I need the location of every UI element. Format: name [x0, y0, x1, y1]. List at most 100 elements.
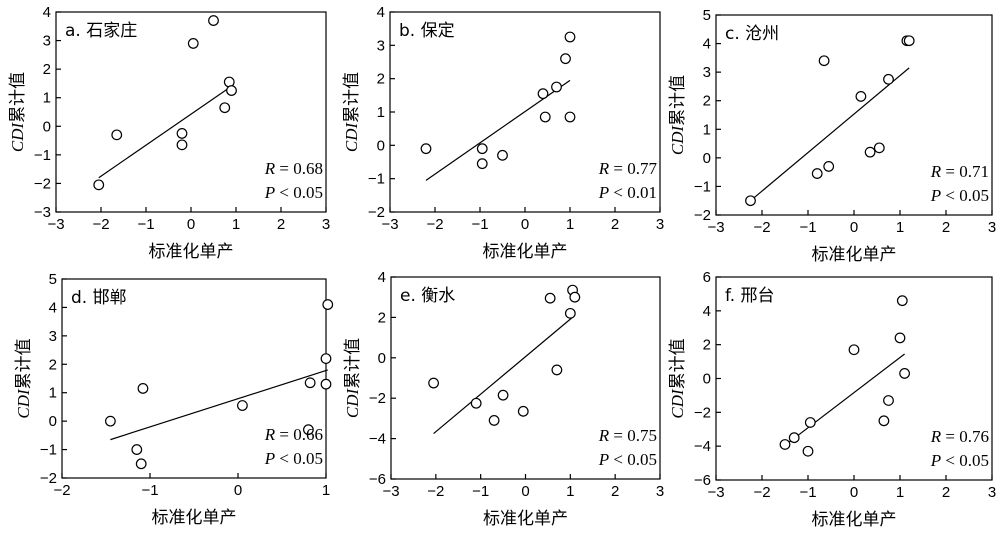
y-tick-label: 1: [43, 90, 51, 107]
y-tick-label: 4: [49, 299, 57, 316]
r-value: R = 0.76: [930, 427, 989, 446]
data-point: [873, 142, 885, 154]
x-tick-label: 0: [850, 484, 858, 501]
x-axis-title: 标准化单产: [483, 242, 568, 262]
x-tick-label: 0: [187, 216, 195, 233]
data-point: [176, 139, 188, 151]
data-point: [208, 15, 219, 26]
panel-title: b. 保定: [399, 21, 455, 41]
data-point: [539, 111, 551, 123]
data-point: [236, 400, 248, 411]
x-tick-label: 0: [521, 216, 529, 233]
y-axis-title-rest: 累计值: [14, 338, 34, 389]
data-point: [93, 179, 105, 191]
y-tick-label: 0: [49, 413, 57, 430]
r-value: R = 0.68: [264, 159, 323, 178]
x-tick-label: 2: [942, 219, 950, 236]
y-axis-title: CDI累计值: [342, 72, 362, 152]
p-number: < 0.05: [941, 186, 989, 205]
regression-line: [784, 353, 905, 446]
regression-line: [425, 79, 571, 181]
p-value: P < 0.05: [930, 186, 989, 205]
p-symbol: P: [930, 451, 941, 470]
data-point: [899, 368, 910, 379]
panel-title: d. 邯郸: [71, 288, 127, 308]
data-point: [551, 81, 562, 93]
data-point: [802, 445, 814, 457]
x-tick-label: 1: [566, 216, 574, 233]
x-tick-label: 0: [850, 219, 858, 236]
data-point: [497, 149, 508, 161]
y-tick-label: 2: [377, 71, 385, 88]
r-value: R = 0.66: [264, 425, 323, 444]
p-number: < 0.05: [275, 449, 323, 468]
data-point: [779, 439, 791, 450]
x-tick-label: −2: [92, 216, 109, 233]
data-point: [788, 432, 800, 444]
y-axis-title: CDI累计值: [668, 338, 688, 418]
x-tick-label: −1: [141, 482, 158, 499]
x-tick-label: 3: [656, 483, 664, 500]
y-tick-label: −2: [694, 207, 711, 224]
y-axis-title: CDI累计值: [8, 72, 28, 152]
r-number: = 0.75: [609, 426, 657, 445]
x-axis-title: 标准化单产: [812, 510, 897, 530]
data-point: [564, 111, 576, 123]
x-tick-label: −3: [382, 483, 399, 500]
x-tick-label: 1: [322, 482, 330, 499]
r-symbol: R: [264, 159, 276, 178]
r-number: = 0.77: [609, 159, 657, 178]
r-value: R = 0.75: [598, 426, 657, 445]
data-point: [476, 158, 488, 170]
data-point: [470, 397, 482, 409]
y-axis-title-italic: CDI: [668, 125, 687, 156]
y-tick-label: −4: [369, 431, 386, 448]
y-tick-label: −4: [694, 438, 711, 455]
y-tick-label: −2: [34, 175, 51, 192]
y-tick-label: 5: [49, 271, 57, 288]
data-point: [883, 395, 894, 406]
y-axis-title-rest: 累计值: [668, 338, 688, 389]
x-tick-label: 3: [322, 216, 330, 233]
data-point: [878, 415, 890, 427]
panel-title: c. 沧州: [725, 24, 779, 44]
data-point: [104, 415, 116, 427]
y-tick-label: 0: [703, 371, 711, 388]
y-axis-title-italic: CDI: [343, 388, 362, 419]
data-point: [804, 417, 816, 428]
y-tick-label: −2: [40, 470, 57, 487]
p-value: P < 0.05: [598, 450, 657, 469]
plot-frame: [715, 14, 993, 216]
p-number: < 0.05: [275, 183, 323, 202]
data-point: [428, 377, 439, 389]
y-axis-title: CDI累计值: [14, 338, 34, 418]
data-point: [497, 389, 509, 401]
r-value: R = 0.71: [930, 162, 989, 181]
data-point: [304, 377, 316, 389]
r-number: = 0.76: [941, 427, 989, 446]
regression-line: [110, 369, 328, 441]
data-point: [848, 344, 860, 356]
p-number: < 0.01: [609, 183, 657, 202]
data-point: [137, 383, 149, 394]
data-point: [811, 168, 823, 179]
x-tick-label: −2: [426, 216, 443, 233]
r-number: = 0.66: [275, 425, 323, 444]
x-tick-label: −1: [471, 216, 488, 233]
x-tick-label: −2: [427, 483, 444, 500]
p-number: < 0.05: [941, 451, 989, 470]
x-tick-label: −3: [47, 216, 64, 233]
y-tick-label: −3: [34, 204, 51, 221]
y-axis-title-rest: 累计值: [8, 72, 28, 123]
p-symbol: P: [598, 450, 609, 469]
r-symbol: R: [930, 162, 942, 181]
p-value: P < 0.05: [264, 449, 323, 468]
x-tick-label: 1: [566, 483, 574, 500]
panel-title: f. 邢台: [725, 286, 775, 306]
data-point: [537, 88, 549, 100]
data-point: [131, 444, 143, 455]
data-point: [896, 295, 908, 307]
